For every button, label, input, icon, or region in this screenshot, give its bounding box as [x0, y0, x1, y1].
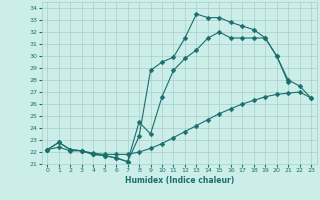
- X-axis label: Humidex (Indice chaleur): Humidex (Indice chaleur): [124, 176, 234, 185]
